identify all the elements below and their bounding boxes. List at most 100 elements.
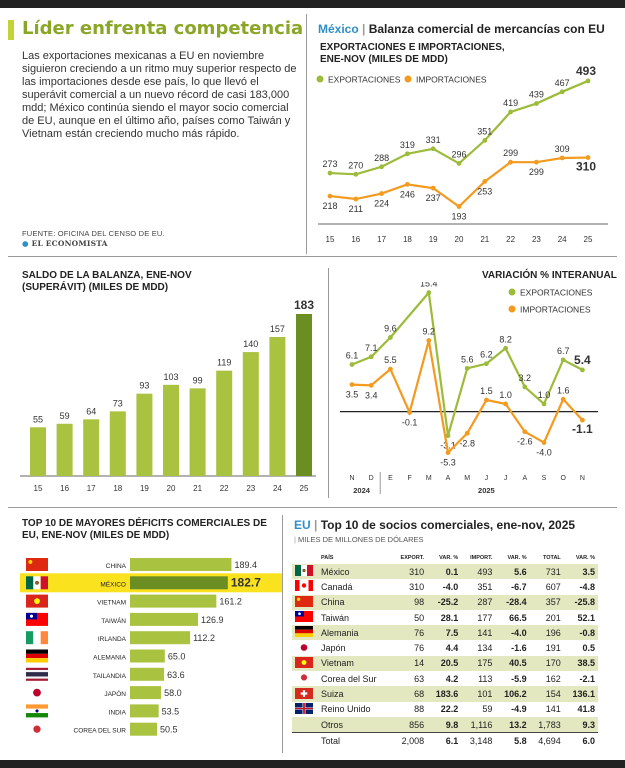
point-exportaciones [534,101,539,106]
bar [30,427,46,476]
divider-v3 [282,515,283,753]
data-label-importaciones: 237 [426,193,441,203]
cell-vtot: 9.3 [563,716,598,733]
point-exportaciones [405,151,410,157]
x-tick-label: J [504,475,508,482]
point-importaciones [353,196,359,202]
lead-text: Las exportaciones mexicanas a EU en novi… [22,50,297,140]
bar [216,370,233,476]
category-label: CHINA [106,563,127,570]
flag-mx-icon [295,565,313,577]
legend-label-0: EXPORTACIONES [520,288,593,298]
data-label-exportaciones: 296 [451,149,466,159]
data-label-importaciones: 9.2 [423,327,436,337]
category-label: TAILANDIA [93,673,127,680]
point-importaciones [445,450,451,455]
legend-dot-1 [508,305,516,313]
cell-vexp: -25.2 [427,594,462,610]
bar-value-label: 64 [86,406,96,416]
data-label-importaciones: -2.8 [459,438,475,448]
point-importaciones [484,397,489,403]
cell-imp: 113 [478,673,493,684]
title-marker [8,20,14,40]
point-exportaciones [353,171,359,177]
table-row: Taiwán 50 28.1 177 66.5 201 52.1 [292,610,598,625]
flag-ch-icon [295,687,313,699]
data-label-importaciones: 1.5 [480,386,493,396]
point-exportaciones [484,361,489,367]
variacion-chart: EXPORTACIONES IMPORTACIONES N D E F M A M J J A S O N 2… [340,282,598,495]
data-label-importaciones: -4.0 [536,448,552,458]
logo-mark: ● [22,239,32,248]
bar [109,411,126,476]
cell-exp: 98 [391,594,428,610]
x-tick-label: 21 [480,235,489,244]
cell-pais: Corea del Sur [321,673,377,684]
point-importaciones [379,191,384,196]
flag-tw-icon [295,611,313,623]
flag-cell [292,716,318,733]
data-label-exportaciones: 6.2 [480,350,493,360]
bar-value-label: 63.6 [167,670,185,680]
x-tick-label: F [407,475,411,482]
data-label-exportaciones: 270 [348,160,363,170]
point-importaciones [368,382,374,388]
table-row: Alemania 76 7.5 141 -4.0 196 -0.8 [292,625,598,641]
point-importaciones [482,179,488,184]
column-header: EXPORT. [400,555,425,561]
logo-text: EL ECONOMISTA [31,239,108,248]
data-label-exportaciones: 419 [503,98,518,108]
data-label-exportaciones: 273 [322,159,337,169]
point-exportaciones [503,345,508,351]
bar-value-label: 119 [217,358,231,368]
column-header: PAÍS [321,555,334,561]
cell-vtot: -2.1 [579,673,595,684]
cell-tot: 154 [529,686,564,702]
cell-tot: 141 [545,704,561,715]
point-exportaciones [349,362,355,367]
point-importaciones [456,204,462,209]
point-exportaciones [580,367,585,373]
x-tick-label: N [580,475,585,482]
point-importaciones [430,185,436,191]
x-tick-label: A [522,475,527,482]
cell-exp: 310 [409,581,425,592]
bar [130,722,158,736]
cell-vtot: 52.1 [577,612,595,623]
legend-dot-0 [508,288,516,296]
bar [130,686,162,700]
data-label-importaciones: 211 [349,204,363,214]
category-label: TAIWÁN [101,616,126,625]
column-header: TOTAL [542,555,561,561]
bar [130,576,228,590]
point-exportaciones [522,384,528,390]
cell-vimp: -5.9 [511,673,527,684]
cell-vimp: 106.2 [495,686,530,702]
cell-tot: 191 [545,643,561,654]
bar-value-label: 58.0 [164,688,182,698]
flag-svg [295,595,313,607]
category-label: JAPÓN [104,689,126,698]
saldo-bars-chart: 55 15 59 16 64 17 73 18 93 19 103 20 99 21 119 22 140 23 1… [20,298,316,493]
data-label-importaciones: -1.1 [572,422,593,436]
x-tick-label: 16 [351,235,360,244]
variacion-title: VARIACIÓN % INTERANUAL [482,270,617,281]
flag-cell [292,655,318,672]
table-row: Canadá 310 -4.0 351 -6.7 607 -4.8 [292,579,598,594]
cell-exp: 76 [391,625,428,641]
bottom-rule [0,760,625,768]
divider-v1 [306,14,307,254]
data-label-exportaciones: 5.6 [461,354,474,364]
x-tick-label: 15 [34,484,43,493]
flag-kr-icon [295,672,313,684]
point-exportaciones [541,401,547,407]
bar [130,649,165,663]
cell-imp: 287 [461,594,496,610]
flag-cn-icon [26,558,48,571]
point-importaciones [541,440,547,445]
cell-vexp: 4.4 [445,643,459,654]
flag-cell [292,686,318,702]
bar-value-label: 112.2 [193,633,215,643]
cell-vimp: 40.5 [495,655,530,672]
